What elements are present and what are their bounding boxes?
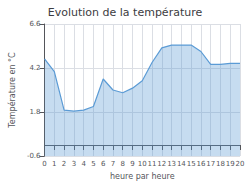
svg-text:Température en °C: Température en °C [7, 52, 17, 129]
svg-text:1: 1 [52, 160, 56, 168]
svg-text:0: 0 [42, 160, 46, 168]
svg-text:1.8: 1.8 [29, 108, 40, 116]
svg-text:6.6: 6.6 [29, 20, 41, 28]
svg-text:8: 8 [121, 160, 125, 168]
svg-text:13: 13 [167, 160, 176, 168]
svg-text:-0.6: -0.6 [27, 152, 41, 160]
svg-text:2: 2 [62, 160, 66, 168]
svg-text:7: 7 [111, 160, 115, 168]
svg-text:Evolution de la température: Evolution de la température [48, 6, 203, 19]
svg-text:12: 12 [157, 160, 166, 168]
svg-text:11: 11 [148, 160, 157, 168]
svg-text:17: 17 [206, 160, 215, 168]
svg-text:19: 19 [226, 160, 235, 168]
svg-text:3: 3 [72, 160, 76, 168]
svg-text:6: 6 [101, 160, 106, 168]
svg-text:heure par heure: heure par heure [110, 172, 175, 181]
svg-text:18: 18 [216, 160, 225, 168]
svg-text:9: 9 [130, 160, 134, 168]
svg-text:14: 14 [177, 160, 186, 168]
svg-text:5: 5 [91, 160, 95, 168]
svg-text:15: 15 [187, 160, 196, 168]
svg-text:4: 4 [81, 160, 86, 168]
svg-text:10: 10 [138, 160, 147, 168]
svg-text:20: 20 [236, 160, 245, 168]
svg-text:4.2: 4.2 [29, 64, 40, 72]
svg-text:16: 16 [196, 160, 205, 168]
